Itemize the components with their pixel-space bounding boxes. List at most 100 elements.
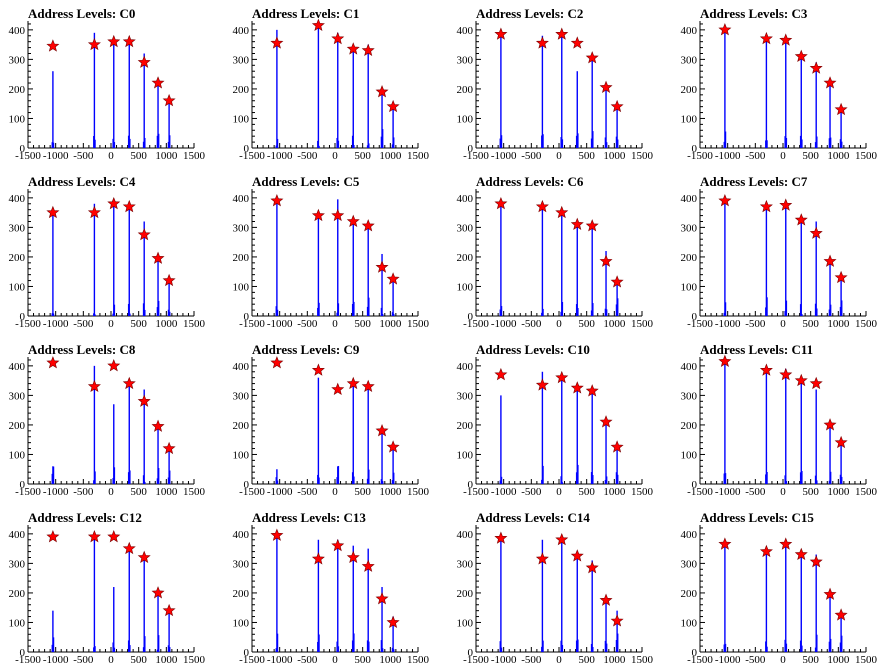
x-tick-label: -500 — [297, 654, 318, 666]
peak-marker — [361, 219, 375, 232]
y-tick-label: 300 — [457, 54, 474, 66]
peak-marker — [361, 43, 375, 57]
x-tick-label: 0 — [332, 150, 338, 162]
x-tick-label: -1000 — [715, 654, 741, 666]
peak-marker — [794, 49, 808, 62]
y-tick-label: 400 — [9, 529, 26, 541]
x-tick-label: 1000 — [827, 150, 850, 162]
peak-marker — [809, 61, 823, 74]
x-tick-label: 1500 — [183, 654, 206, 666]
y-tick-label: 300 — [233, 54, 250, 66]
y-tick-label: 300 — [457, 390, 474, 402]
peak-marker — [162, 441, 176, 455]
peak-marker — [759, 31, 773, 45]
peak-marker — [87, 379, 101, 393]
x-tick-label: -1500 — [463, 150, 489, 162]
x-tick-label: -1500 — [239, 150, 265, 162]
x-tick-label: 1500 — [855, 486, 878, 498]
y-tick-label: 0 — [20, 479, 26, 491]
y-tick-label: 300 — [9, 54, 26, 66]
chart-panel-c9: Address Levels: C9 0 100 200 300 400 -1500 -100… — [233, 342, 430, 498]
chart-title: Address Levels: C4 — [28, 174, 136, 189]
x-tick-label: 0 — [108, 486, 114, 498]
x-tick-label: 1500 — [407, 150, 430, 162]
peak-marker — [122, 541, 136, 555]
x-tick-label: 1000 — [155, 318, 178, 330]
peak-marker — [794, 373, 808, 387]
x-tick-label: -500 — [521, 318, 542, 330]
peak-marker — [346, 550, 360, 564]
x-tick-label: -1500 — [15, 654, 41, 666]
chart-title: Address Levels: C7 — [700, 174, 808, 189]
x-tick-label: 1000 — [379, 654, 402, 666]
x-tick-label: 0 — [780, 486, 786, 498]
x-tick-label: 1000 — [155, 150, 178, 162]
x-tick-label: 0 — [556, 654, 562, 666]
x-tick-label: 1500 — [631, 150, 654, 162]
peak-marker — [555, 27, 569, 40]
y-tick-label: 100 — [233, 281, 250, 293]
x-tick-label: 0 — [780, 318, 786, 330]
x-tick-label: -1500 — [687, 654, 713, 666]
y-tick-label: 0 — [692, 647, 698, 659]
peak-marker — [585, 384, 599, 397]
x-tick-label: 0 — [108, 318, 114, 330]
peak-marker — [570, 36, 584, 49]
x-tick-label: -1500 — [463, 318, 489, 330]
x-tick-label: 0 — [332, 486, 338, 498]
peak-marker — [535, 378, 549, 391]
y-tick-label: 300 — [681, 222, 698, 234]
chart-title: Address Levels: C5 — [252, 174, 360, 189]
chart-panel-c13: Address Levels: C13 0 100 200 300 400 -1500 -10… — [233, 510, 430, 666]
peak-marker — [331, 382, 345, 396]
x-tick-label: -500 — [73, 150, 94, 162]
x-tick-label: 1000 — [379, 150, 402, 162]
x-tick-label: 1000 — [827, 486, 850, 498]
x-tick-label: 1500 — [855, 654, 878, 666]
peak-marker — [151, 76, 165, 89]
x-tick-label: 1000 — [827, 318, 850, 330]
x-tick-label: -1500 — [687, 486, 713, 498]
peak-marker — [555, 532, 569, 546]
x-tick-label: 1000 — [379, 318, 402, 330]
peak-marker — [361, 559, 375, 572]
x-tick-label: 500 — [354, 486, 371, 498]
peak-marker — [759, 544, 773, 558]
x-tick-label: 1500 — [183, 486, 206, 498]
peak-marker — [823, 76, 837, 89]
x-tick-label: 500 — [354, 150, 371, 162]
x-tick-label: -1000 — [491, 150, 517, 162]
y-tick-label: 0 — [20, 143, 26, 155]
x-tick-label: -500 — [297, 318, 318, 330]
y-tick-label: 0 — [20, 647, 26, 659]
x-tick-label: 500 — [578, 486, 595, 498]
chart-title: Address Levels: C12 — [28, 510, 142, 525]
x-tick-label: -1000 — [491, 486, 517, 498]
x-tick-label: 1500 — [631, 318, 654, 330]
peak-marker — [718, 23, 732, 36]
y-tick-label: 100 — [681, 281, 698, 293]
chart-title: Address Levels: C15 — [700, 510, 814, 525]
x-tick-label: 1000 — [603, 318, 626, 330]
y-tick-label: 100 — [9, 113, 26, 125]
y-tick-label: 0 — [468, 143, 474, 155]
y-tick-label: 200 — [457, 420, 474, 432]
y-tick-label: 400 — [9, 193, 26, 205]
peak-marker — [46, 205, 60, 219]
x-tick-label: 1500 — [407, 486, 430, 498]
x-tick-label: -1000 — [715, 150, 741, 162]
peak-marker — [122, 199, 136, 213]
peak-marker — [87, 529, 101, 543]
x-tick-label: 500 — [130, 318, 147, 330]
peak-marker — [331, 208, 345, 222]
y-tick-label: 400 — [681, 529, 698, 541]
x-tick-label: 500 — [578, 654, 595, 666]
peak-marker — [311, 208, 325, 222]
y-tick-label: 0 — [244, 143, 250, 155]
peak-marker — [585, 51, 599, 64]
chart-panel-c5: Address Levels: C5 0 100 200 300 400 -1500 -100… — [233, 174, 430, 330]
peak-marker — [599, 415, 613, 428]
y-tick-label: 100 — [457, 281, 474, 293]
x-tick-label: -500 — [521, 654, 542, 666]
x-tick-label: 1500 — [407, 318, 430, 330]
